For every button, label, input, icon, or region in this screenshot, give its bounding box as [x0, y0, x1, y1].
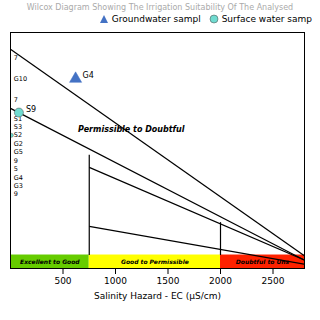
html-text:Surface water samp: Surface water samp	[221, 14, 312, 24]
svg-text:Permissible to Doubtful: Permissible to Doubtful	[78, 125, 185, 134]
svg-text:Salinity Hazard - EC (μS/cm): Salinity Hazard - EC (μS/cm)	[94, 291, 221, 301]
svg-text:7: 7	[14, 96, 18, 104]
svg-text:G10: G10	[14, 75, 27, 83]
svg-text:2500: 2500	[262, 276, 285, 286]
svg-text:1500: 1500	[157, 276, 180, 286]
svg-text:Doubtful to Uns: Doubtful to Uns	[236, 258, 290, 265]
svg-text:G5: G5	[14, 148, 23, 156]
svg-text:500: 500	[54, 276, 71, 286]
svg-text:G3: G3	[14, 182, 23, 190]
svg-text:G4: G4	[83, 71, 94, 80]
svg-text:S9: S9	[26, 105, 36, 114]
svg-text:S2: S2	[14, 131, 22, 139]
html-text:Wilcox Diagram Showing The Irr: Wilcox Diagram Showing The Irrigation Su…	[26, 3, 294, 12]
svg-text:S3: S3	[14, 123, 22, 131]
svg-text:9: 9	[14, 157, 18, 165]
svg-text:Good to Permissible: Good to Permissible	[121, 258, 189, 265]
html-text:Groundwater sampl: Groundwater sampl	[111, 14, 201, 24]
svg-text:7: 7	[14, 54, 18, 62]
svg-text:1000: 1000	[104, 276, 127, 286]
svg-text:S1: S1	[13, 114, 22, 123]
svg-text:9: 9	[14, 190, 18, 198]
svg-text:Excellent to Good: Excellent to Good	[20, 258, 80, 265]
svg-text:2000: 2000	[209, 276, 232, 286]
svg-text:5: 5	[14, 165, 18, 173]
svg-text:G2: G2	[14, 140, 23, 148]
svg-text:G4: G4	[14, 174, 23, 182]
